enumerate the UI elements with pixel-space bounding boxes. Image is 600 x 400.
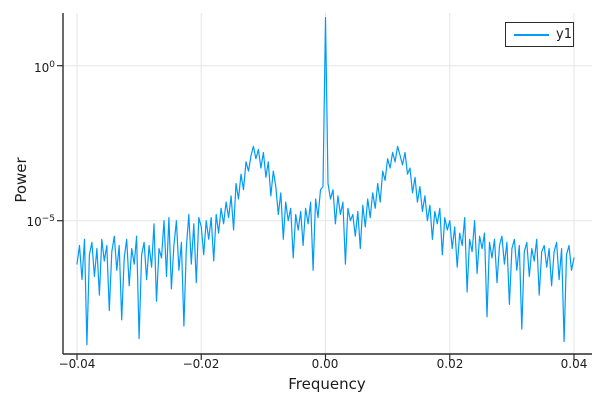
x-tick-label-neg0.04: −0.04 <box>58 357 96 371</box>
tick-marks <box>57 65 575 360</box>
x-tick-label-0.02: 0.02 <box>436 357 464 371</box>
legend-line-sample <box>514 33 549 36</box>
x-axis-title: Frequency <box>288 375 366 393</box>
y-tick-label-1e-5: 10−5 <box>26 214 55 229</box>
series-line-y1 <box>76 17 575 346</box>
y-tick-label-1e0: 100 <box>33 60 55 75</box>
x-tick-label-0.00: 0.00 <box>311 357 339 371</box>
legend-entry-label: y1 <box>556 27 572 42</box>
x-tick-label-0.04: 0.04 <box>560 357 588 371</box>
legend: y1 <box>505 22 574 47</box>
gridlines <box>63 13 592 354</box>
x-tick-label-neg0.02: −0.02 <box>182 357 220 371</box>
y-axis-title: Power <box>12 157 30 203</box>
axis-spines <box>62 13 592 355</box>
